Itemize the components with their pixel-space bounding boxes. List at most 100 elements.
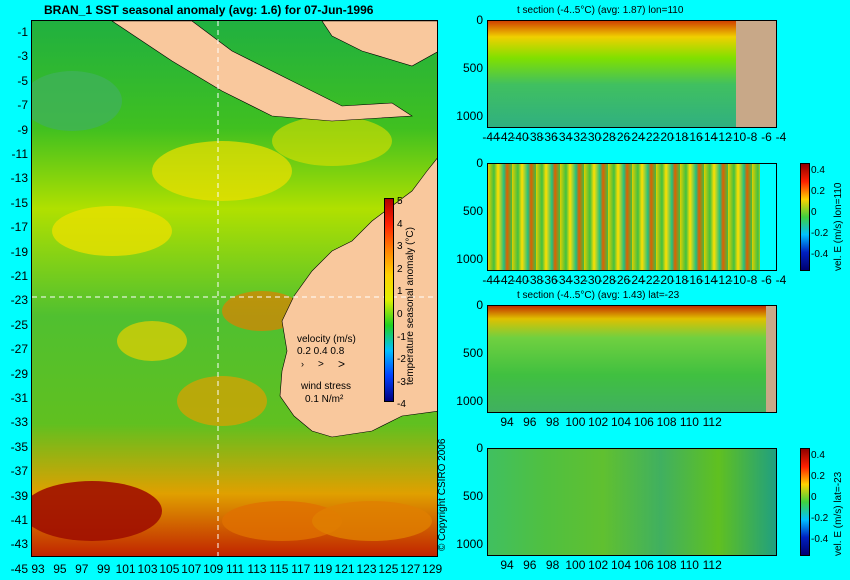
map-lat-tick: -1 bbox=[17, 25, 28, 39]
section-x-tick: -34 bbox=[554, 130, 573, 144]
map-lon-tick: 113 bbox=[247, 562, 267, 576]
section-x-tick: -6 bbox=[761, 273, 772, 287]
map-lon-tick: 107 bbox=[181, 562, 202, 576]
panel-title: t section (-4..5°C) (avg: 1.43) lat=-23 bbox=[517, 290, 680, 301]
section-plot bbox=[487, 448, 777, 556]
sst-anomaly-map bbox=[32, 21, 437, 556]
section-x-tick: -22 bbox=[641, 130, 660, 144]
section-colorbar-tick: 0 bbox=[811, 207, 817, 218]
map-lat-tick: -17 bbox=[10, 220, 28, 235]
section-x-tick: 98 bbox=[545, 415, 560, 429]
map-title: BRAN_1 SST seasonal anomaly (avg: 1.6) f… bbox=[44, 3, 374, 17]
section-x-tick: 100 bbox=[565, 558, 586, 572]
section-x-tick: -6 bbox=[761, 130, 772, 144]
map-lat-tick: -21 bbox=[10, 269, 28, 283]
map-lon-tick: 123 bbox=[356, 562, 377, 576]
section-x-tick: 106 bbox=[633, 415, 654, 429]
map-colorbar-tick: -1 bbox=[397, 331, 406, 343]
section-plot bbox=[487, 163, 777, 271]
map-lat-tick: -33 bbox=[10, 415, 28, 430]
section-colorbar bbox=[800, 163, 810, 271]
map-lon-tick: 97 bbox=[75, 562, 89, 576]
section-x-tick: -18 bbox=[670, 273, 689, 287]
section-x-tick: 96 bbox=[523, 558, 537, 572]
section-y-tick: 0 bbox=[476, 441, 483, 455]
section-x-tick: -8 bbox=[746, 273, 758, 287]
section-x-tick: -12 bbox=[714, 130, 732, 144]
copyright: © Copyright CSIRO 2006 bbox=[437, 438, 448, 551]
map-lon-tick: 119 bbox=[313, 562, 333, 576]
section-x-tick: -26 bbox=[612, 130, 631, 144]
map-colorbar-tick: -4 bbox=[397, 399, 406, 411]
section-colorbar-label: vel. E (m/s) lat=-23 bbox=[833, 471, 844, 556]
section-y-tick: 0 bbox=[476, 298, 483, 312]
map-lat-tick: -3 bbox=[17, 49, 28, 64]
map-lat-tick: -9 bbox=[17, 122, 28, 137]
map-lon-tick: 115 bbox=[269, 562, 289, 576]
map-colorbar-tick: 3 bbox=[397, 241, 403, 253]
section-x-tick: -16 bbox=[685, 130, 703, 144]
section-x-tick: -12 bbox=[714, 273, 732, 287]
section-plot bbox=[487, 20, 777, 128]
section-x-tick: -30 bbox=[583, 273, 602, 287]
map-lon-tick: 127 bbox=[400, 562, 421, 576]
section-x-tick: 102 bbox=[588, 415, 609, 429]
map-colorbar-tick: 4 bbox=[397, 218, 403, 230]
section-x-tick: -40 bbox=[511, 130, 529, 144]
svg-text:>: > bbox=[338, 358, 345, 370]
section-x-tick: -34 bbox=[554, 273, 573, 287]
section-y-tick: 500 bbox=[462, 61, 483, 75]
section-x-tick: 98 bbox=[545, 558, 560, 572]
section-colorbar-tick: 0.2 bbox=[811, 471, 825, 482]
section-x-tick: -28 bbox=[598, 273, 616, 287]
map-lon-tick: 101 bbox=[115, 562, 136, 576]
map-lat-tick: -25 bbox=[10, 317, 28, 332]
section-x-tick: -4 bbox=[775, 273, 787, 287]
panel-title: t section (-4..5°C) (avg: 1.87) lon=110 bbox=[517, 5, 684, 16]
map-lon-tick: 121 bbox=[334, 562, 355, 576]
section-colorbar-tick: 0.4 bbox=[811, 450, 825, 461]
section-x-tick: -38 bbox=[525, 273, 544, 287]
map-lat-tick: -19 bbox=[10, 244, 28, 259]
section-x-tick: 108 bbox=[656, 415, 677, 429]
map-lat-tick: -41 bbox=[10, 513, 28, 527]
map-colorbar-tick: -3 bbox=[397, 376, 406, 388]
wind-label: wind stress bbox=[301, 381, 352, 392]
section-x-tick: -22 bbox=[641, 273, 660, 287]
velocity-scale: 0.2 0.4 0.8 bbox=[297, 346, 345, 357]
section-y-tick: 1000 bbox=[456, 109, 483, 123]
svg-text:›: › bbox=[301, 359, 304, 369]
section-colorbar-tick: -0.4 bbox=[811, 534, 829, 545]
map-lon-tick: 117 bbox=[291, 562, 311, 576]
map-lon-tick: 111 bbox=[225, 562, 245, 576]
map-lat-tick: -23 bbox=[10, 293, 28, 308]
map-lat-tick: -15 bbox=[10, 195, 28, 210]
velocity-arrows: › > > bbox=[301, 358, 345, 370]
section-x-tick: -14 bbox=[699, 273, 718, 287]
map-lat-tick: -35 bbox=[10, 439, 28, 454]
section-x-tick: -42 bbox=[496, 273, 515, 287]
section-x-tick: 110 bbox=[679, 558, 699, 572]
map-colorbar-tick: 0 bbox=[397, 309, 403, 320]
map-lon-tick: 109 bbox=[203, 562, 224, 576]
section-y-tick: 1000 bbox=[456, 252, 483, 266]
section-x-tick: -44 bbox=[482, 273, 500, 287]
section-x-tick: -26 bbox=[612, 273, 631, 287]
map-lat-tick: -5 bbox=[17, 73, 28, 88]
land-borneo bbox=[321, 21, 437, 67]
section-colorbar-tick: -0.4 bbox=[811, 249, 829, 260]
section-x-tick: 104 bbox=[610, 558, 632, 572]
section-colorbar-label: vel. E (m/s) lon=110 bbox=[833, 182, 844, 271]
section-x-tick: -28 bbox=[598, 130, 616, 144]
map-lat-tick: -43 bbox=[10, 537, 28, 552]
map-lon-tick: 105 bbox=[159, 562, 180, 576]
section-x-tick: -8 bbox=[746, 130, 758, 144]
map-lat-tick: -45 bbox=[10, 561, 28, 576]
map-colorbar-tick: 5 bbox=[397, 196, 403, 207]
map-lon-tick: 103 bbox=[137, 562, 158, 576]
section-x-tick: 94 bbox=[500, 415, 514, 429]
map-lat-tick: -13 bbox=[10, 171, 28, 186]
section-x-tick: -18 bbox=[670, 130, 689, 144]
section-plot bbox=[487, 305, 777, 413]
section-x-tick: -38 bbox=[525, 130, 544, 144]
